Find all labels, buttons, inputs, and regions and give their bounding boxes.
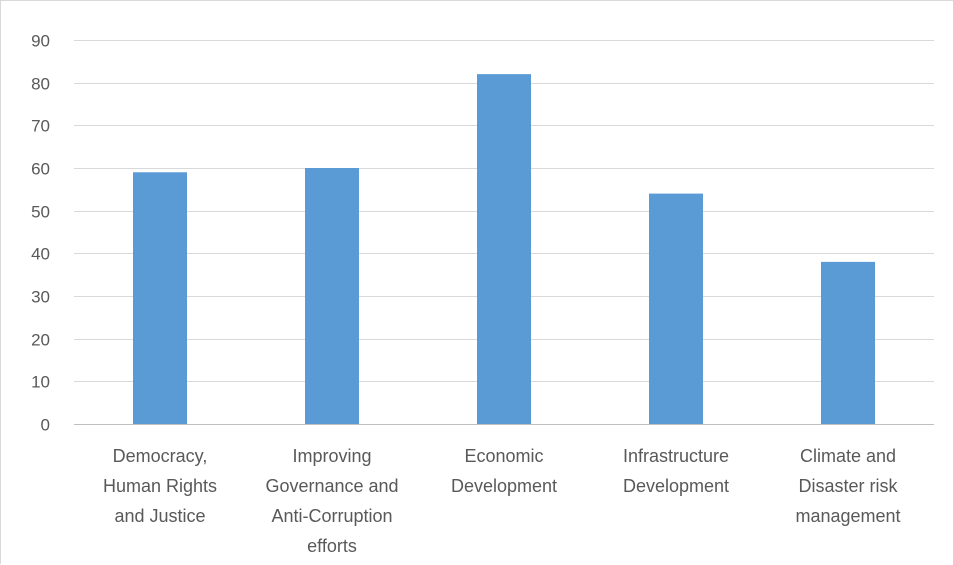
x-category-label: Improving Governance and Anti-Corruption ef… [265, 446, 398, 556]
y-tick-label: 50 [31, 203, 50, 222]
bar [133, 172, 187, 424]
y-tick-label: 80 [31, 75, 50, 94]
y-tick-label: 30 [31, 288, 50, 307]
x-category-label-line: Human Rights [103, 476, 217, 496]
x-category-label: Climate and Disaster risk management [795, 446, 900, 526]
x-axis-category-labels: Democracy, Human Rights and Justice Improvi… [103, 446, 901, 556]
x-category-label-line: Economic [464, 446, 543, 466]
x-category-label-line: Climate and [800, 446, 896, 466]
x-category-label-line: Infrastructure [623, 446, 729, 466]
y-tick-label: 70 [31, 117, 50, 136]
y-tick-label: 90 [31, 32, 50, 51]
x-category-label-line: Anti-Corruption [271, 506, 392, 526]
y-tick-label: 20 [31, 331, 50, 350]
y-tick-label: 10 [31, 373, 50, 392]
x-category-label: Democracy, Human Rights and Justice [103, 446, 217, 526]
bar [305, 168, 359, 424]
bar [649, 193, 703, 424]
x-category-label-line: Development [451, 476, 557, 496]
x-category-label-line: Disaster risk [798, 476, 898, 496]
x-category-label-line: efforts [307, 536, 357, 556]
x-category-label-line: management [795, 506, 900, 526]
y-tick-label: 0 [41, 416, 50, 435]
x-category-label-line: Improving [292, 446, 371, 466]
y-tick-label: 40 [31, 245, 50, 264]
x-category-label: Economic Development [451, 446, 557, 496]
y-tick-label: 60 [31, 160, 50, 179]
y-axis-tick-labels: 0 10 20 30 40 50 60 70 80 90 [31, 32, 50, 435]
x-category-label: Infrastructure Development [623, 446, 729, 496]
x-category-label-line: Development [623, 476, 729, 496]
bar [821, 261, 875, 424]
bars [133, 74, 875, 424]
x-category-label-line: and Justice [114, 506, 205, 526]
x-category-label-line: Governance and [265, 476, 398, 496]
x-category-label-line: Democracy, [113, 446, 208, 466]
bar [477, 74, 531, 424]
